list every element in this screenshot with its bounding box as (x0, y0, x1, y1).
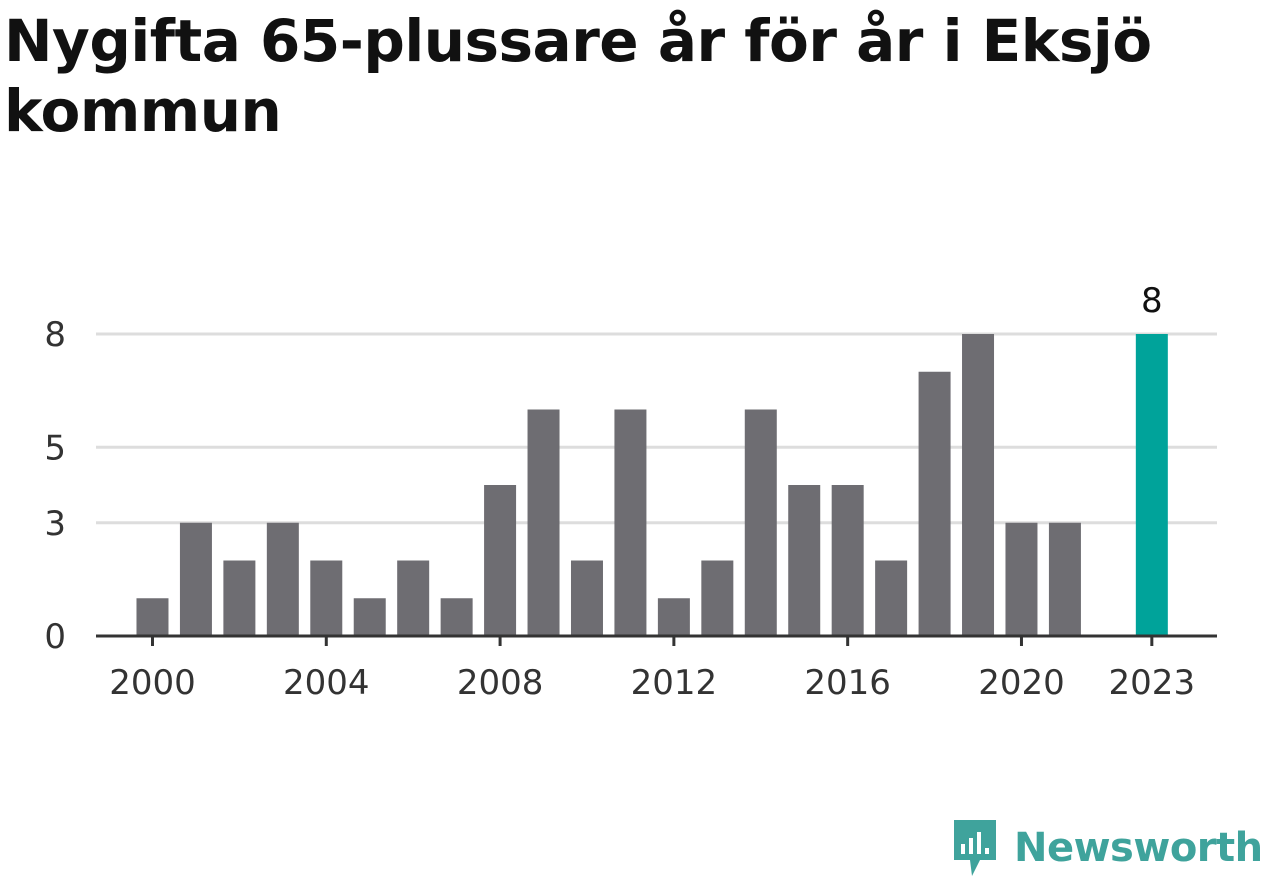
bar-2019 (962, 334, 995, 636)
x-tick-label: 2008 (457, 663, 544, 703)
bar-2013 (701, 560, 734, 636)
bar-2012 (657, 598, 690, 636)
gridlines (96, 332, 1217, 525)
x-tick-label: 2004 (283, 663, 370, 703)
bars (136, 334, 1168, 636)
bar-2004 (310, 560, 343, 636)
x-tick-label: 2023 (1109, 663, 1196, 703)
bar-2015 (788, 485, 821, 636)
y-tick-label: 0 (44, 617, 66, 657)
data-label: 8 (1141, 281, 1163, 321)
x-tick-label: 2012 (631, 663, 718, 703)
y-tick-label: 5 (44, 428, 66, 468)
chart-title: Nygifta 65-plussare år för år i Eksjö ko… (4, 7, 1152, 145)
bar-2020 (1005, 522, 1038, 636)
bar-2014 (744, 409, 777, 636)
bar-2023 (1135, 334, 1168, 636)
bar-2016 (831, 485, 864, 636)
brand-name: Newsworthy (1014, 825, 1262, 871)
x-tick-labels: 2000 2004 2008 2012 2016 2020 2023 (109, 663, 1195, 703)
brand-logo: Newsworthy (950, 818, 1262, 878)
bar-2018 (918, 371, 951, 636)
x-axis (96, 634, 1217, 646)
bar-2002 (223, 560, 256, 636)
y-tick-labels: 0 3 5 8 (44, 315, 66, 657)
bar-2006 (397, 560, 430, 636)
bar-2003 (266, 522, 299, 636)
bar-2010 (570, 560, 603, 636)
x-tick-label: 2000 (109, 663, 196, 703)
bar-2001 (179, 522, 212, 636)
bar-2017 (875, 560, 908, 636)
bar-2000 (136, 598, 169, 636)
newsworthy-logo-icon (954, 820, 996, 876)
y-tick-label: 8 (44, 315, 66, 355)
bar-2021 (1048, 522, 1081, 636)
bar-2011 (614, 409, 647, 636)
bar-2008 (484, 485, 517, 636)
y-tick-label: 3 (44, 504, 66, 544)
data-labels: 8 (1141, 281, 1163, 321)
bar-2007 (440, 598, 473, 636)
bar-2009 (527, 409, 560, 636)
x-tick-label: 2020 (978, 663, 1065, 703)
bar-2005 (353, 598, 386, 636)
x-tick-label: 2016 (804, 663, 891, 703)
